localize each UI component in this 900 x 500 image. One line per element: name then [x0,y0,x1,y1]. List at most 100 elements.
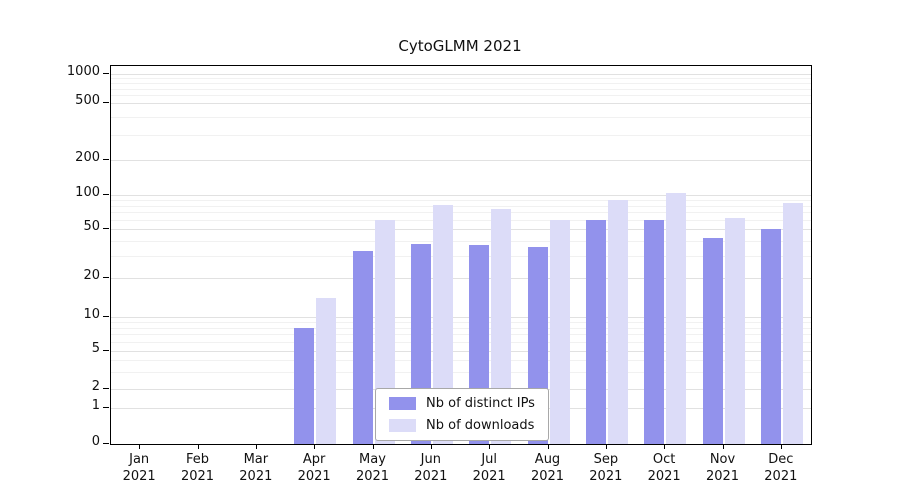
y-tick-label: 20 [83,268,100,283]
bar-downloads [491,209,512,444]
x-tick-label-month: Apr [302,452,326,467]
y-tick-mark [103,228,109,229]
x-tick-label: Aug 2021 [516,451,580,485]
x-tick-label: Sep 2021 [574,451,638,485]
bar-distinct-ips [702,238,723,444]
x-tick-mark [664,444,666,449]
gridline-major [111,103,811,104]
y-tick-label: 10 [83,307,100,322]
x-tick-label-month: Oct [652,452,676,467]
gridline-minor [111,327,811,329]
x-tick-label-month: Dec [768,452,794,467]
gridline-minor [111,220,811,222]
x-tick-mark [722,444,724,449]
x-tick-label-month: Jun [420,452,441,467]
legend-swatch-downloads [389,419,416,432]
x-tick-label-year: 2021 [472,469,506,484]
x-tick-mark [314,444,316,449]
x-tick-label: Nov 2021 [691,451,755,485]
x-tick-label-year: 2021 [764,469,798,484]
bar-distinct-ips [352,251,373,444]
bar-downloads [549,220,570,444]
legend-item: Nb of distinct IPs [389,396,535,411]
y-tick-label: 100 [75,185,100,200]
legend-label: Nb of downloads [426,418,535,433]
x-tick-label-month: May [359,452,386,467]
y-tick-mark [103,159,109,160]
gridline-major [111,160,811,161]
bar-downloads [607,200,628,444]
x-tick-label-year: 2021 [297,469,331,484]
x-tick-label-month: Jan [129,452,150,467]
bar-distinct-ips [644,220,665,444]
gridline-minor [111,240,811,242]
x-tick-label-year: 2021 [355,469,390,484]
y-tick-label: 1000 [66,64,100,79]
x-tick-mark [372,444,374,449]
x-tick-label-month: Sep [593,452,619,467]
x-tick-mark [489,444,491,449]
y-tick-label: 2 [91,379,100,394]
bar-distinct-ips [294,327,315,444]
x-tick-label: Mar 2021 [224,451,288,485]
x-tick-label: Jul 2021 [457,451,521,485]
gridline-minor [111,334,811,336]
y-tick-mark [103,102,109,103]
gridline-minor [111,83,811,85]
x-tick-label-month: Jul [481,452,497,467]
gridline-major [111,317,811,318]
x-tick-label: Jun 2021 [399,451,463,485]
x-tick-label-year: 2021 [239,469,273,484]
legend-label: Nb of distinct IPs [426,396,535,411]
y-tick-label: 0 [91,434,100,449]
bar-downloads [724,218,745,444]
y-tick-mark [103,407,109,408]
gridline-major [111,74,811,75]
y-tick-label: 200 [75,150,100,165]
x-tick-mark [139,444,141,449]
bar-downloads [316,298,337,444]
gridline-minor [111,78,811,80]
gridline-major [111,229,811,230]
bar-downloads [782,202,803,444]
bar-distinct-ips [585,220,606,444]
y-tick-mark [103,194,109,195]
gridline-minor [111,88,811,90]
gridline-major [111,351,811,352]
x-tick-label-year: 2021 [705,469,740,484]
x-tick-label-year: 2021 [122,469,156,484]
legend: Nb of distinct IPs Nb of downloads [375,388,549,441]
y-tick-label: 5 [91,341,100,356]
gridline-minor [111,322,811,324]
x-tick-label-year: 2021 [589,469,623,484]
gridline-minor [111,205,811,207]
x-tick-label: May 2021 [341,451,405,485]
x-tick-label-year: 2021 [647,469,681,484]
x-tick-label-year: 2021 [530,469,565,484]
y-tick-mark [103,443,109,444]
x-tick-mark [430,444,432,449]
x-tick-label: Dec 2021 [749,451,813,485]
legend-item: Nb of downloads [389,418,535,433]
x-tick-label-month: Mar [243,452,269,467]
x-tick-label-month: Nov [709,452,736,467]
x-tick-label: Apr 2021 [282,451,346,485]
bar-distinct-ips [760,229,781,444]
legend-swatch-distinct-ips [389,397,416,410]
gridline-minor [111,360,811,362]
gridline-major [111,195,811,196]
y-tick-label: 50 [83,219,100,234]
gridline-minor [111,95,811,97]
gridline-minor [111,372,811,374]
plot-area [110,65,812,445]
gridline-major [111,278,811,279]
x-tick-label: Jan 2021 [107,451,171,485]
x-tick-label-month: Aug [534,452,561,467]
gridline-minor [111,212,811,214]
x-tick-label-year: 2021 [180,469,215,484]
y-tick-mark [103,277,109,278]
x-tick-label-year: 2021 [414,469,448,484]
y-tick-label: 500 [75,93,100,108]
gridline-minor [111,256,811,258]
y-tick-mark [103,73,109,74]
